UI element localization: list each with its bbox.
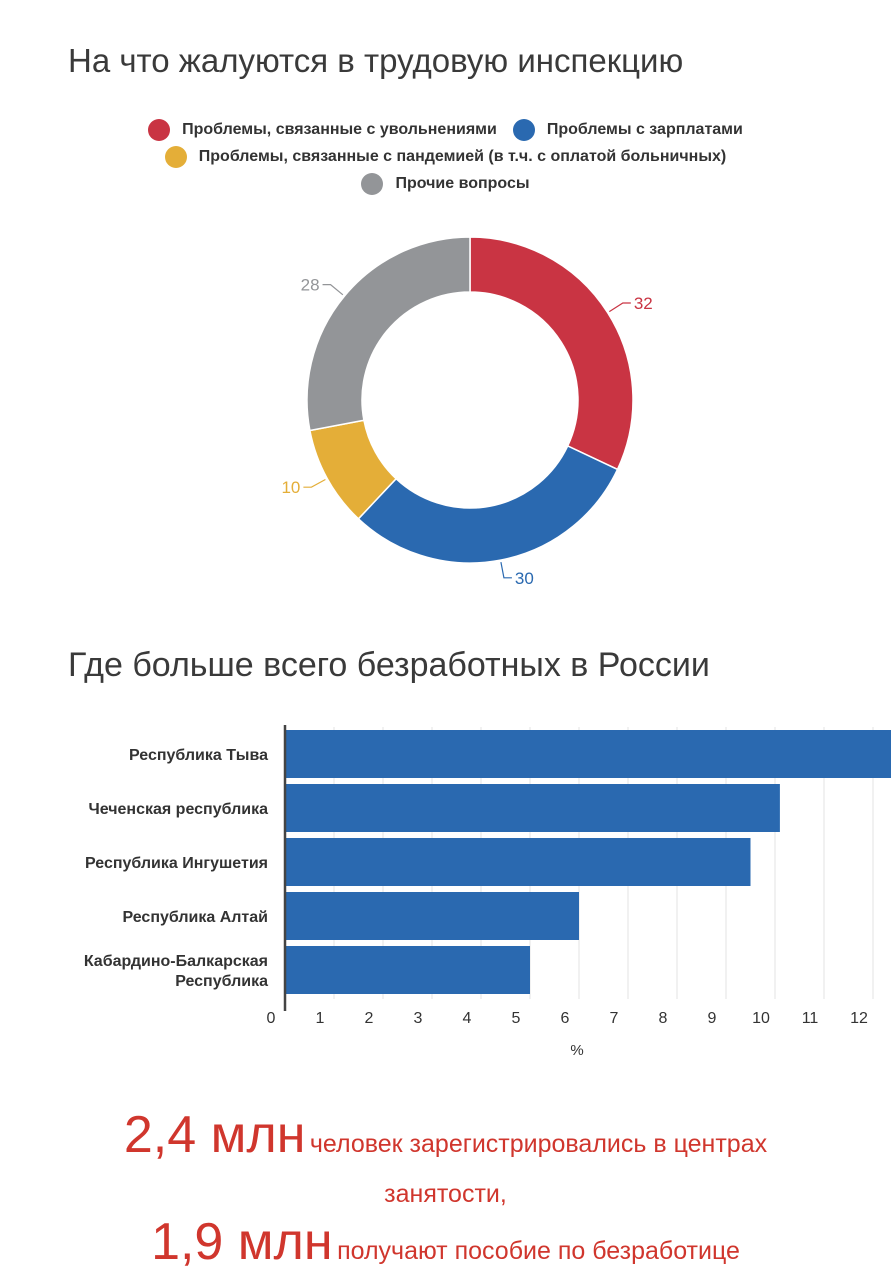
bar-1 xyxy=(285,784,780,832)
x-tick-label: 11 xyxy=(802,1010,819,1027)
donut-slice-other xyxy=(306,236,471,432)
bar-0 xyxy=(285,730,891,778)
donut-leader-other xyxy=(322,284,344,296)
donut-slice-salaries xyxy=(357,444,619,564)
x-tick-label: 1 xyxy=(316,1010,325,1027)
bar-chart: Республика Тыва Чеченская республика Респу… xyxy=(84,725,891,1059)
x-tick-label: 7 xyxy=(610,1010,619,1027)
x-axis-label: % xyxy=(570,1042,583,1059)
x-tick-label: 4 xyxy=(463,1010,472,1027)
donut-label-pandemic: 10 xyxy=(281,478,300,497)
registered-text: человек зарегистрировались в центрах xyxy=(309,1130,768,1158)
legend-swatch-salaries xyxy=(512,118,535,141)
legend-swatch-dismissals xyxy=(148,118,171,141)
registered-stat-cont: занятости, xyxy=(0,1180,891,1209)
x-tick-label: 0 xyxy=(267,1010,276,1027)
bar-category-label: Чеченская республика xyxy=(89,801,269,818)
donut-chart-title: На что жалуются в трудовую инспекцию xyxy=(68,42,684,79)
legend-label-salaries: Проблемы с зарплатами xyxy=(546,120,743,138)
bar-4 xyxy=(285,946,530,994)
benefit-text: получают пособие по безработице xyxy=(337,1237,740,1265)
donut-legend: Проблемы, связанные с увольнениями Пробл… xyxy=(0,116,891,197)
legend-label-pandemic: Проблемы, связанные с пандемией (в т.ч. … xyxy=(198,147,727,165)
x-tick-label: 6 xyxy=(561,1010,570,1027)
donut-chart: 32 30 10 28 xyxy=(281,236,653,588)
donut-leader-pandemic xyxy=(303,478,326,488)
x-tick-label: 12 xyxy=(850,1010,868,1027)
benefit-value: 1,9 млн xyxy=(151,1213,333,1271)
legend-item-other: Прочие вопросы xyxy=(361,172,530,195)
registered-stat: 2,4 млн человек зарегистрировались в цен… xyxy=(0,1105,891,1165)
donut-slice-dismissals xyxy=(469,236,634,471)
x-tick-label: 8 xyxy=(659,1010,668,1027)
bar-category-label: Республика Ингушетия xyxy=(85,855,268,872)
x-tick-label: 10 xyxy=(752,1010,770,1027)
legend-swatch-other xyxy=(361,172,384,195)
x-tick-label: 5 xyxy=(512,1010,521,1027)
x-tick-label: 3 xyxy=(414,1010,423,1027)
registered-text-cont: занятости, xyxy=(384,1180,507,1208)
legend-item-salaries: Проблемы с зарплатами xyxy=(512,118,743,141)
legend-label-dismissals: Проблемы, связанные с увольнениями xyxy=(182,120,497,138)
x-tick-label: 2 xyxy=(365,1010,374,1027)
bar-3 xyxy=(285,892,579,940)
donut-leader-salaries xyxy=(500,561,512,579)
donut-label-other: 28 xyxy=(301,276,320,295)
bar-chart-title: Где больше всего безработных в России xyxy=(68,646,710,684)
bar-category-label: Республика Тыва xyxy=(129,747,268,764)
donut-label-salaries: 30 xyxy=(515,569,534,588)
donut-label-dismissals: 32 xyxy=(634,294,653,313)
legend-item-dismissals: Проблемы, связанные с увольнениями xyxy=(148,118,497,141)
legend-swatch-pandemic xyxy=(164,145,187,168)
registered-value: 2,4 млн xyxy=(123,1106,306,1164)
legend-label-other: Прочие вопросы xyxy=(395,174,530,192)
benefit-stat: 1,9 млн получают пособие по безработице xyxy=(0,1212,891,1272)
bar-category-label: Кабардино-Балкарская Республика xyxy=(84,953,268,990)
x-tick-label: 9 xyxy=(708,1010,717,1027)
donut-leader-dismissals xyxy=(608,302,631,313)
bar-category-label: Республика Алтай xyxy=(122,909,268,926)
bar-2 xyxy=(285,838,751,886)
legend-item-pandemic: Проблемы, связанные с пандемией (в т.ч. … xyxy=(164,145,727,168)
